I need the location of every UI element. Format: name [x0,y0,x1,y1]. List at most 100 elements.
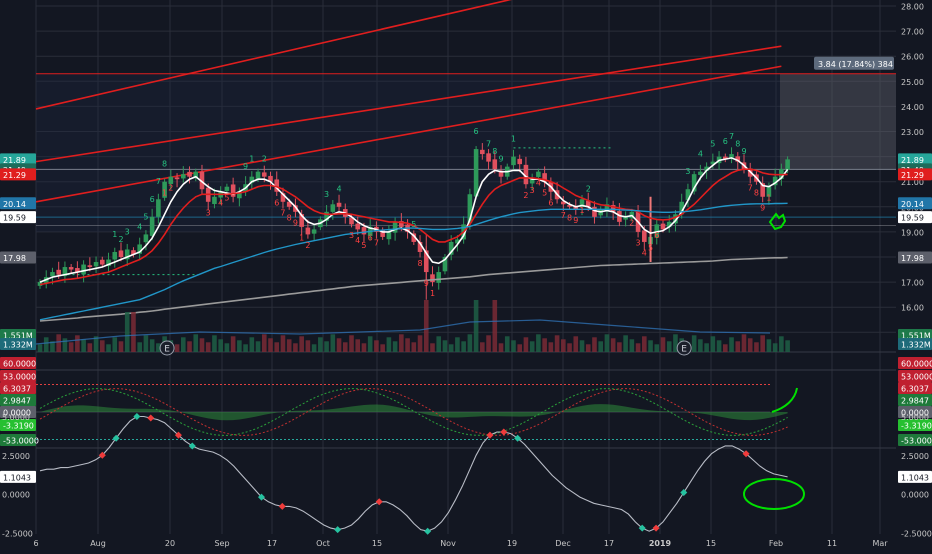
candle-body [523,164,529,185]
price-axis-tick: 17.00 [901,279,924,288]
candle-body [592,206,597,217]
time-axis-tick: 20 [165,539,175,548]
volume-bar [747,338,753,352]
td-count-up: 2 [262,155,267,164]
candle-body [56,269,61,275]
td-count-down: 9 [293,219,298,228]
td-count-down: 4 [642,249,647,258]
td-count-up: 9 [498,155,503,164]
price-tag: 21.29 [898,168,932,181]
volume-bar [243,344,248,352]
candle-body [336,202,342,207]
candle-body [168,176,174,184]
price-tag: 53.0000 [898,370,932,382]
volume-bar [442,340,448,352]
momentum-pane[interactable] [39,413,788,535]
volume-bar [330,334,336,352]
candle-body [299,214,304,227]
volume-bar [629,339,635,352]
price-tag-bg [0,470,36,483]
price-tag-bg [0,394,36,406]
candle-body [386,231,392,240]
volume-bar [455,337,460,352]
momentum-marker [486,431,494,439]
momentum-marker [112,434,120,442]
time-axis-tick: 17 [267,539,277,548]
candle-body [642,230,647,242]
candle-body [536,171,541,177]
candle-body [174,177,180,180]
volume-bar [37,344,43,352]
candle-body [100,259,105,265]
momentum-marker [147,414,155,422]
volume-bar [137,342,142,352]
candle-body [729,154,734,158]
price-tag: 1.1043 [898,470,932,483]
candle-body [573,206,579,210]
candle-body [579,199,585,208]
td-count-down: 8 [567,214,572,223]
volume-bar [604,334,610,352]
volume-bar [542,338,547,352]
moving-average-line [39,168,788,286]
price-tag: -3.3190 [898,419,932,431]
momentum-marker [375,498,383,506]
volume-bar [93,336,99,352]
candle-body [710,161,716,165]
price-tag-bg [898,251,932,264]
price-tag-label: 17.98 [901,254,924,263]
td-count-up: 5 [411,220,416,229]
price-tag-label: 21.89 [3,156,26,165]
price-tag-label: 0.0000 [901,409,929,418]
price-tag: 1.332M [898,338,932,350]
price-tag-bg [0,357,36,369]
channel-line [35,65,782,203]
candle-body [772,176,778,186]
price-tag-label: 21.29 [3,171,26,180]
price-tag-label: -3.3190 [3,422,34,431]
time-axis-tick: Mar [872,539,888,548]
pointer-annotation [768,212,787,231]
candle-body [62,267,68,277]
measure-label-bg [814,56,894,70]
volume-bar [548,342,554,352]
candle-body [199,171,205,190]
time-axis-tick: Oct [316,539,330,548]
time-axis-tick: Aug [90,539,106,548]
candle-body [268,175,273,182]
oscillator-pane[interactable] [36,383,788,441]
price-axis-tick: 19.00 [901,228,924,237]
candle-body [224,186,230,191]
moving-average-line [39,157,789,283]
curve-annotation [771,387,798,413]
momentum-marker [680,488,688,496]
candle-body [654,224,660,238]
momentum-marker [188,442,196,450]
price-tag-label: 1.332M [901,341,931,350]
time-axis-tick: 11 [827,539,837,548]
volume-bar [423,300,429,352]
price-tag-label: 19.59 [901,214,924,223]
price-tag-bg [898,382,932,394]
candle-body [785,159,790,170]
candle-body [567,205,572,207]
time-axis-tick: 6 [33,539,38,548]
price-axis-tick: 27.00 [901,28,924,37]
td-count-down: 7 [280,209,285,218]
price-axis: 15.0016.0017.0018.0019.0020.0021.0022.00… [0,3,932,538]
time-axis-tick: Sep [214,539,229,548]
candle-body [261,172,267,177]
momentum-marker [500,428,508,436]
volume-bar [673,334,678,352]
td-count-up: 6 [474,127,479,136]
td-count-down: 6 [274,199,279,208]
td-count-up: 3 [125,227,130,236]
volume-bar [691,335,697,352]
candle-body [180,174,186,179]
td-count-down: 3 [636,239,641,248]
td-count-down: 6 [654,231,659,240]
